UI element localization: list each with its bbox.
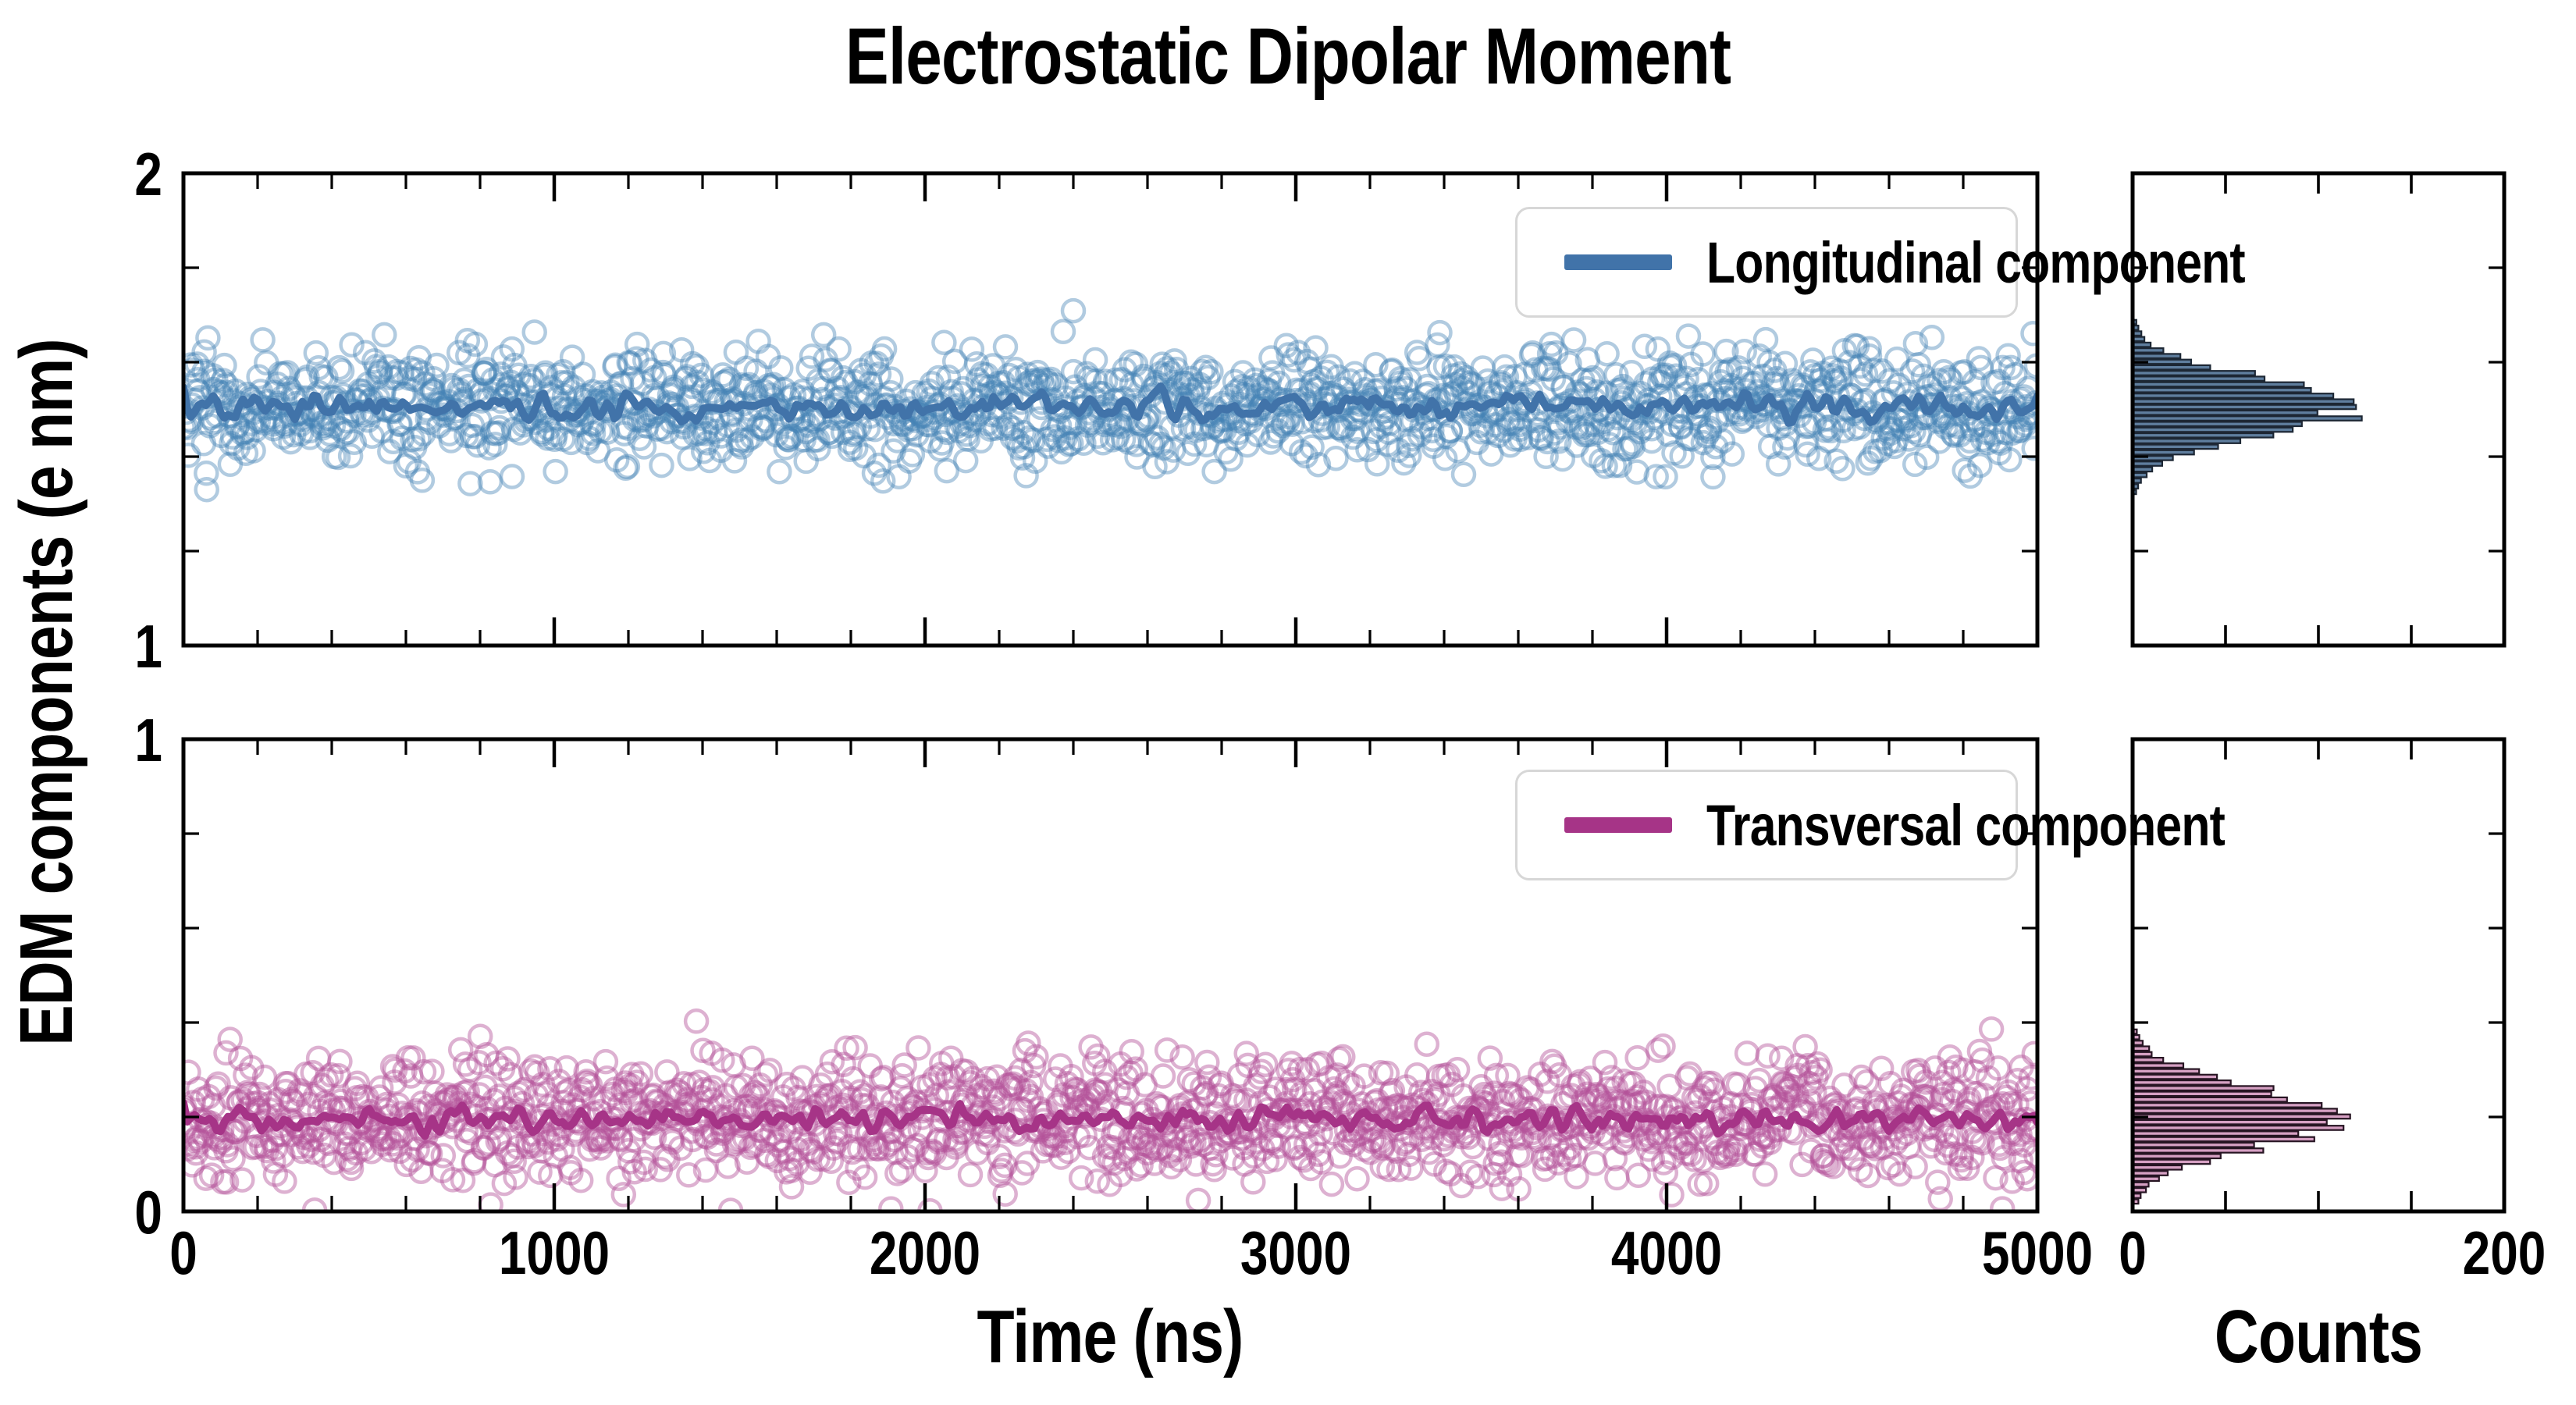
top-main-ytick-1: 1 [134,613,162,681]
xtick-0: 0 [169,1219,197,1287]
top-main-frame [181,171,2040,648]
legend-label-transversal: Transversal component [1706,792,2226,858]
bottom-hist-axes: 0 200 [2119,737,2546,1287]
bottom-hist-frame [2130,737,2507,1214]
bottom-main-frame [181,737,2040,1214]
transversal-timeseries-scatter-points [183,1008,2037,1211]
legend-swatch-transversal [1564,817,1672,833]
top-main-axes: 21 [134,140,2040,681]
figure-title: Electrostatic Dipolar Moment [845,12,1731,101]
x-axis-label-time: Time (ns) [977,1295,1244,1378]
legend-longitudinal: Longitudinal component [1515,207,2246,318]
transversal-histogram-bars [2133,1028,2351,1205]
top-hist-frame [2130,171,2507,648]
longitudinal-histogram-bars [2133,318,2363,496]
hist-xtick-0: 0 [2119,1219,2147,1287]
bottom-main-ytick-0: 0 [134,1179,162,1247]
top-hist-axes [2130,171,2507,648]
xtick-2000: 2000 [870,1219,980,1287]
longitudinal-timeseries-line [183,382,2037,427]
xtick-1000: 1000 [499,1219,610,1287]
legend-transversal: Transversal component [1515,770,2226,880]
x-axis-label-counts: Counts [2214,1295,2423,1378]
y-axis-label: EDM components (e nm) [5,339,88,1046]
hist-xtick-200: 200 [2463,1219,2546,1287]
xtick-4000: 4000 [1611,1219,1722,1287]
top-main-ytick-2: 2 [134,140,162,208]
xtick-5000: 5000 [1982,1219,2093,1287]
legend-swatch-longitudinal [1564,254,1672,270]
legend-label-longitudinal: Longitudinal component [1706,229,2246,295]
bottom-main-axes: 1 00 1000 2000 3000 4000 5000 [134,706,2093,1287]
xtick-3000: 3000 [1240,1219,1351,1287]
bottom-main-ytick-1: 1 [134,706,162,774]
transversal-timeseries-line [183,1098,2037,1140]
